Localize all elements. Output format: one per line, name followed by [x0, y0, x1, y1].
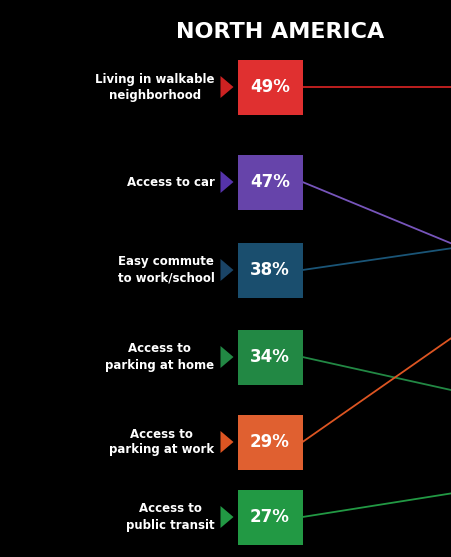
Text: 29%: 29%: [250, 433, 290, 451]
Text: Access to
parking at home: Access to parking at home: [106, 343, 215, 372]
Text: 38%: 38%: [250, 261, 290, 279]
Polygon shape: [221, 76, 234, 98]
FancyBboxPatch shape: [238, 490, 303, 545]
Text: 49%: 49%: [250, 78, 290, 96]
FancyBboxPatch shape: [238, 60, 303, 115]
FancyBboxPatch shape: [238, 242, 303, 297]
Polygon shape: [221, 346, 234, 368]
Text: Easy commute
to work/school: Easy commute to work/school: [118, 256, 215, 285]
Text: Access to car: Access to car: [127, 175, 215, 188]
Text: 47%: 47%: [250, 173, 290, 191]
Text: Living in walkable
neighborhood: Living in walkable neighborhood: [95, 72, 215, 101]
Polygon shape: [221, 431, 234, 453]
Text: 27%: 27%: [250, 508, 290, 526]
Text: 34%: 34%: [250, 348, 290, 366]
FancyBboxPatch shape: [238, 330, 303, 384]
FancyBboxPatch shape: [238, 154, 303, 209]
Text: Access to
parking at work: Access to parking at work: [110, 428, 215, 457]
Polygon shape: [221, 506, 234, 528]
Text: Access to
public transit: Access to public transit: [126, 502, 215, 531]
Polygon shape: [221, 259, 234, 281]
Text: NORTH AMERICA: NORTH AMERICA: [176, 22, 384, 42]
Polygon shape: [221, 171, 234, 193]
FancyBboxPatch shape: [238, 414, 303, 470]
